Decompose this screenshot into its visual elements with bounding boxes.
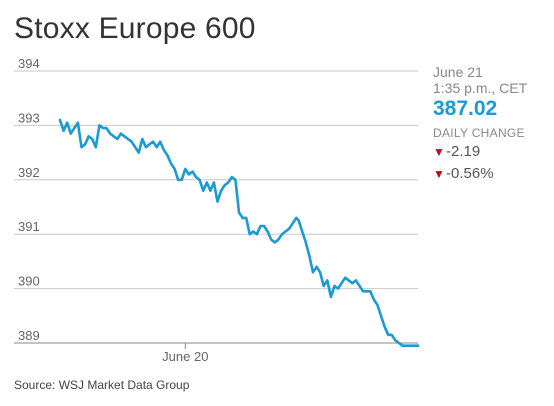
change-percent-value: -0.56% (446, 165, 494, 182)
y-tick-label: 390 (18, 274, 40, 289)
x-ticks: June 20 (162, 343, 208, 364)
y-tick-labels: 394 393 392 391 390 389 (18, 56, 40, 343)
source-note: Source: WSJ Market Data Group (14, 378, 190, 392)
change-points-value: -2.19 (446, 143, 481, 160)
gridlines (14, 70, 418, 290)
quote-time: 1:35 p.m., CET (433, 80, 528, 96)
triangle-down-icon: ▼ (433, 145, 445, 159)
chart-title: Stoxx Europe 600 (14, 12, 256, 45)
triangle-down-icon: ▼ (433, 167, 445, 181)
y-tick-label: 391 (18, 219, 40, 234)
quote-date: June 21 (433, 64, 483, 80)
y-tick-label: 392 (18, 165, 40, 180)
change-points: ▼-2.19 (433, 142, 551, 162)
y-tick-label: 393 (18, 110, 40, 125)
change-percent: ▼-0.56% (433, 164, 551, 184)
y-tick-label: 389 (18, 328, 40, 343)
quote-panel: June 21 1:35 p.m., CET 387.02 DAILY CHAN… (433, 64, 551, 184)
series-line (58, 118, 420, 348)
y-tick-label: 394 (18, 56, 40, 71)
x-tick-label: June 20 (162, 349, 208, 364)
daily-change-label: DAILY CHANGE (433, 126, 525, 140)
quote-price: 387.02 (433, 97, 498, 120)
